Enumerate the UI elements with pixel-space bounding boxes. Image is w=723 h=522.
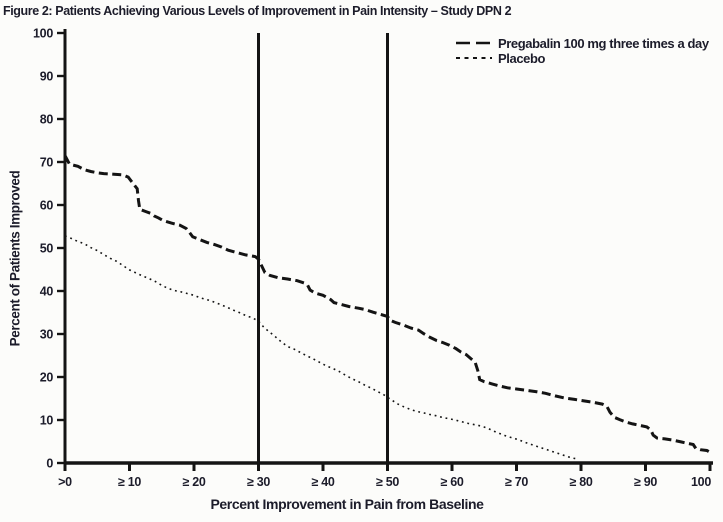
series-line-placebo: [64, 235, 578, 460]
legend-label-placebo: Placebo: [498, 50, 546, 66]
x-tick-label: ≥ 20: [182, 475, 205, 489]
y-tick-label: 0: [46, 457, 53, 471]
legend-entry-pregabalin: Pregabalin 100 mg three times a day: [455, 35, 709, 51]
y-tick-label: 20: [40, 371, 54, 385]
x-tick-label: ≥ 90: [634, 475, 657, 489]
y-tick-label: 10: [40, 414, 54, 428]
legend-entry-placebo: Placebo: [455, 50, 709, 66]
x-tick-label: 100: [691, 475, 711, 489]
y-tick-label: 30: [40, 328, 54, 342]
figure-title: Figure 2: Patients Achieving Various Lev…: [3, 4, 512, 18]
x-tick-label: ≥ 40: [311, 475, 334, 489]
x-tick-label: ≥ 10: [118, 475, 141, 489]
y-tick-label: 90: [40, 70, 54, 84]
y-axis-title: Percent of Patients Improved: [7, 170, 23, 347]
x-tick-label: ≥ 80: [569, 475, 592, 489]
y-tick-label: 80: [40, 113, 54, 127]
y-tick-label: 70: [40, 156, 54, 170]
chart-legend: Pregabalin 100 mg three times a day Plac…: [455, 35, 709, 66]
y-tick-label: 100: [33, 27, 53, 41]
x-tick-label: ≥ 70: [505, 475, 528, 489]
placebo-line-sample-icon: [456, 57, 492, 59]
x-tick-label: >0: [58, 475, 72, 489]
x-axis-title: Percent Improvement in Pain from Baselin…: [210, 496, 484, 512]
x-tick-label: ≥ 30: [247, 475, 270, 489]
x-tick-label: ≥ 50: [376, 475, 399, 489]
legend-label-pregabalin: Pregabalin 100 mg three times a day: [498, 35, 709, 51]
series-line-pregabalin: [63, 154, 711, 454]
x-tick-label: ≥ 60: [440, 475, 463, 489]
y-tick-label: 40: [40, 285, 54, 299]
y-tick-label: 50: [40, 242, 54, 256]
y-tick-label: 60: [40, 199, 54, 213]
pregabalin-line-sample-icon: [456, 41, 492, 45]
